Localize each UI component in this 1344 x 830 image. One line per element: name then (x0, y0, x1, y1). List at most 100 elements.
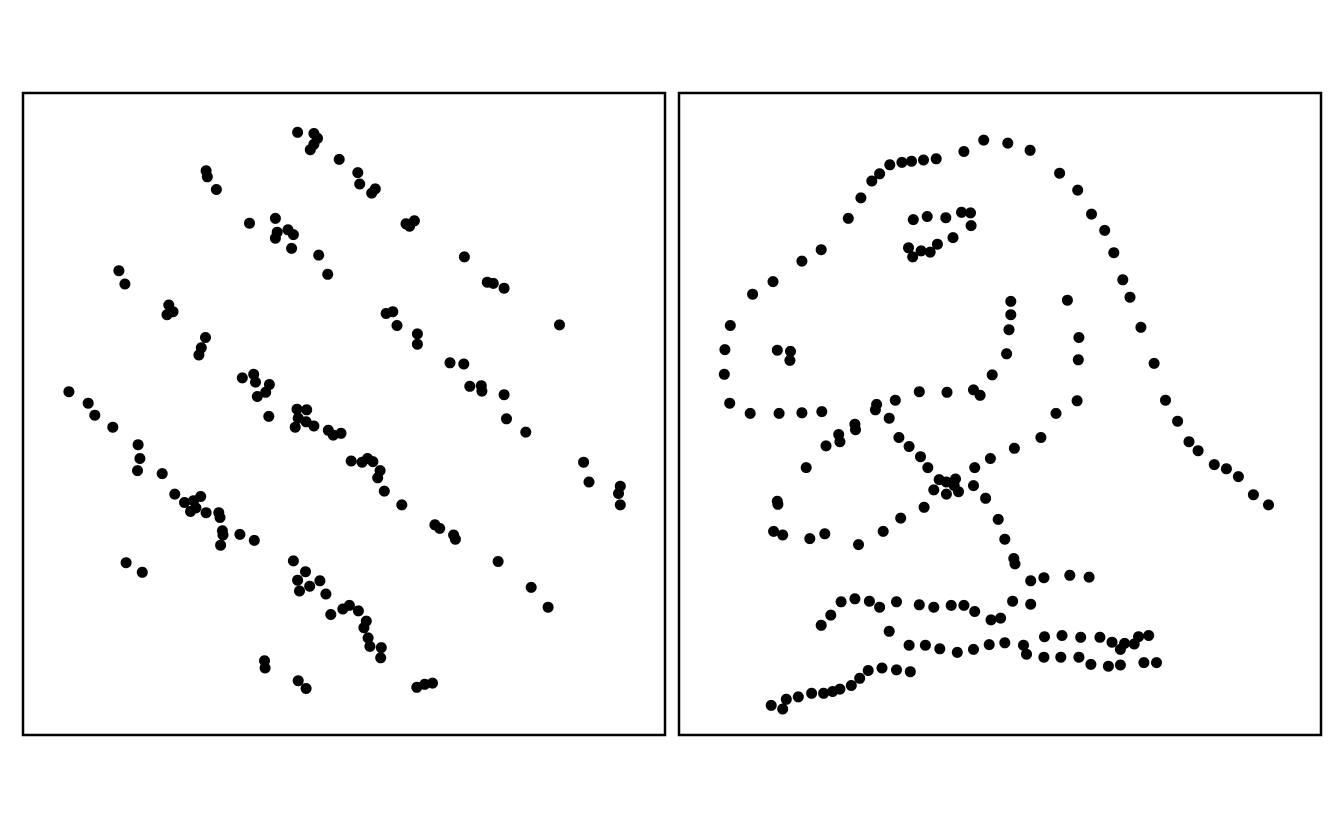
point-right-39 (744, 407, 756, 419)
point-left-110 (294, 585, 305, 597)
point-right-164 (862, 665, 874, 676)
point-right-18 (1232, 471, 1244, 483)
point-left-79 (195, 491, 207, 502)
point-left-61 (464, 380, 476, 392)
point-right-58 (784, 354, 796, 366)
point-left-52 (289, 421, 301, 433)
point-left-60 (458, 358, 470, 370)
point-left-19 (286, 242, 298, 254)
point-right-55 (1005, 295, 1017, 307)
point-left-95 (378, 485, 390, 497)
point-left-70 (107, 421, 119, 433)
point-right-120 (849, 593, 861, 605)
point-right-14 (1183, 436, 1195, 448)
point-right-97 (850, 424, 861, 436)
point-right-87 (853, 539, 864, 551)
point-right-84 (918, 501, 930, 513)
point-right-112 (1009, 558, 1021, 570)
panel-frame-left (21, 91, 667, 737)
point-right-62 (956, 206, 967, 218)
point-left-20 (313, 249, 325, 261)
point-right-59 (907, 214, 919, 226)
point-right-89 (804, 533, 816, 545)
point-right-42 (816, 406, 828, 418)
point-right-122 (874, 601, 886, 613)
point-right-17 (1220, 463, 1232, 475)
point-right-10 (1135, 321, 1147, 333)
point-left-69 (89, 409, 101, 421)
point-left-100 (449, 533, 461, 545)
point-left-115 (325, 609, 337, 620)
point-right-57 (785, 345, 796, 357)
point-right-144 (903, 639, 915, 651)
point-left-131 (427, 677, 438, 689)
point-right-53 (1003, 324, 1015, 336)
point-right-155 (1073, 651, 1085, 663)
point-left-124 (375, 652, 387, 664)
point-right-16 (1208, 459, 1220, 471)
point-right-132 (1025, 598, 1037, 610)
point-right-21 (958, 146, 970, 157)
point-left-91 (356, 456, 368, 468)
point-left-18 (269, 232, 281, 244)
point-right-135 (1075, 631, 1087, 643)
point-left-50 (291, 403, 303, 415)
point-left-132 (492, 556, 504, 567)
point-right-78 (984, 453, 996, 464)
point-right-93 (771, 495, 783, 507)
point-right-174 (765, 699, 777, 711)
point-left-123 (375, 642, 387, 654)
point-right-107 (968, 480, 979, 492)
point-left-9 (366, 187, 378, 199)
point-left-134 (542, 601, 554, 613)
point-right-69 (907, 251, 919, 263)
point-left-96 (396, 499, 408, 511)
point-left-12 (210, 184, 222, 195)
point-right-28 (866, 175, 878, 187)
point-right-6 (1099, 224, 1111, 236)
point-left-68 (82, 397, 94, 409)
point-right-100 (893, 432, 905, 443)
point-left-5 (333, 153, 345, 165)
point-left-49 (263, 410, 275, 422)
point-right-161 (904, 666, 916, 678)
point-left-80 (185, 506, 196, 517)
point-left-83 (214, 512, 226, 523)
point-left-81 (200, 507, 212, 519)
point-left-37 (391, 320, 403, 331)
point-right-102 (915, 451, 926, 463)
point-left-76 (179, 497, 190, 508)
point-right-54 (1005, 309, 1017, 321)
point-right-51 (986, 369, 998, 381)
point-right-145 (919, 639, 931, 651)
point-right-94 (800, 462, 812, 474)
point-right-157 (1102, 660, 1114, 672)
point-left-126 (259, 662, 271, 674)
point-left-121 (362, 632, 374, 644)
point-left-28 (498, 282, 510, 294)
point-right-35 (724, 320, 736, 331)
point-right-19 (1247, 489, 1259, 501)
point-right-137 (1106, 636, 1118, 648)
point-left-89 (345, 455, 357, 467)
point-right-149 (983, 639, 995, 651)
point-right-26 (884, 159, 896, 171)
point-right-136 (1094, 631, 1106, 643)
point-right-86 (877, 525, 889, 537)
point-right-25 (896, 156, 908, 168)
point-right-75 (1050, 407, 1062, 419)
point-right-121 (863, 595, 875, 607)
point-left-86 (217, 529, 229, 541)
point-right-66 (931, 238, 943, 250)
point-right-32 (796, 255, 808, 267)
point-left-27 (487, 277, 499, 289)
point-left-0 (292, 126, 304, 138)
point-right-160 (1151, 657, 1162, 669)
point-right-46 (889, 394, 901, 406)
point-left-120 (358, 622, 370, 634)
point-right-90 (777, 529, 789, 541)
point-right-133 (1039, 631, 1050, 643)
point-left-6 (352, 167, 364, 179)
point-right-110 (999, 533, 1011, 545)
